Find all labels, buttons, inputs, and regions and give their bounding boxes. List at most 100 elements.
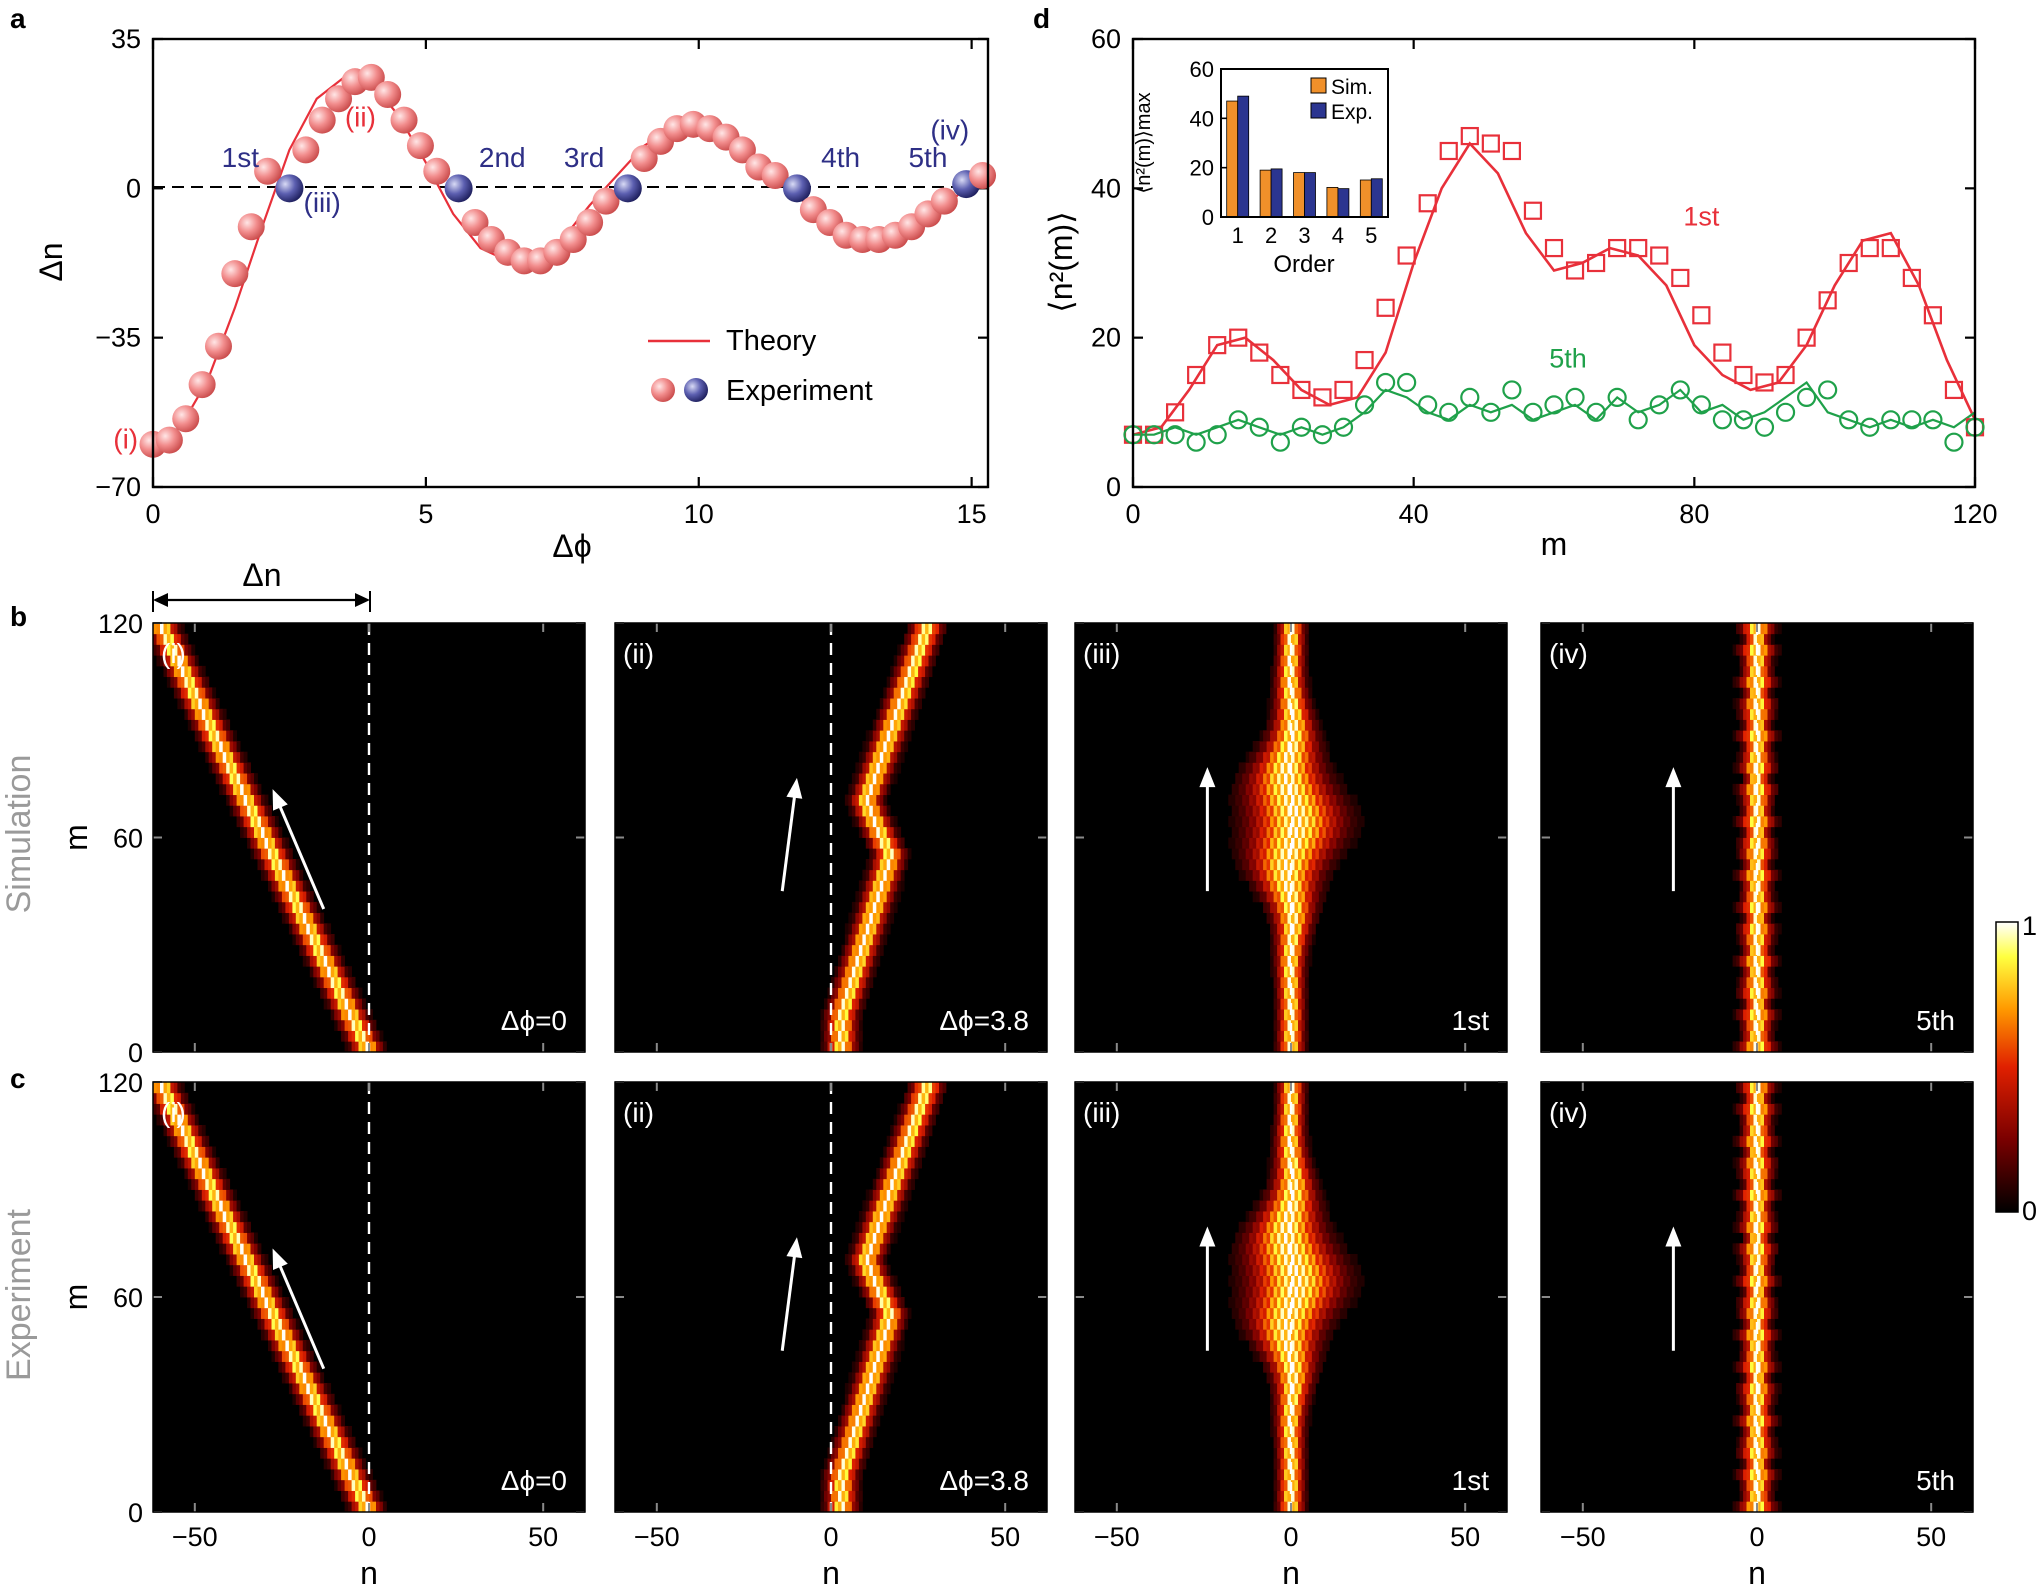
heatmap-cell bbox=[855, 762, 860, 774]
heatmap-cell bbox=[1256, 1232, 1261, 1244]
heatmap-cell bbox=[355, 1041, 359, 1053]
heatmap-cell bbox=[261, 1297, 265, 1309]
heatmap-cell bbox=[1760, 1103, 1765, 1115]
heatmap-cell bbox=[824, 1458, 828, 1470]
heatmap-cell bbox=[1294, 966, 1299, 978]
heatmap-cell bbox=[1750, 1275, 1754, 1287]
heatmap-cell bbox=[1273, 848, 1278, 860]
heatmap-cell bbox=[890, 1135, 895, 1147]
heatmap-cell bbox=[855, 1232, 860, 1244]
direction-arrow-head bbox=[1199, 767, 1216, 788]
heatmap-cell bbox=[844, 998, 849, 1010]
heatmap-cell bbox=[1339, 1264, 1344, 1276]
heatmap-cell bbox=[313, 1426, 318, 1438]
heatmap-cell bbox=[274, 816, 279, 828]
heatmap-cell bbox=[1270, 1264, 1274, 1276]
heatmap-cell bbox=[1315, 1211, 1320, 1223]
heatmap-cell bbox=[1750, 1146, 1754, 1158]
heatmap-cell bbox=[1770, 891, 1775, 903]
heatmap-cell bbox=[264, 1318, 269, 1330]
heatmap-cell bbox=[1315, 1254, 1320, 1266]
heatmap-cell bbox=[879, 880, 884, 892]
heatmap-cell bbox=[1753, 966, 1758, 978]
heatmap-cell bbox=[1245, 816, 1250, 828]
heatmap-cell bbox=[302, 1415, 307, 1427]
heatmap-cell bbox=[904, 655, 909, 667]
heatmap-cell bbox=[278, 880, 283, 892]
heatmap-cell bbox=[1304, 762, 1309, 774]
heatmap-cell bbox=[827, 987, 832, 999]
heatmap-cell bbox=[1774, 1041, 1779, 1053]
heatmap-cell bbox=[1753, 880, 1758, 892]
dn-arrow-label: Δn bbox=[242, 557, 281, 593]
heatmap-cell bbox=[365, 1469, 370, 1481]
heatmap-cell bbox=[215, 719, 220, 731]
heatmap-cell bbox=[1318, 848, 1323, 860]
heatmap-cell bbox=[935, 1103, 940, 1115]
heatmap-cell bbox=[1757, 623, 1761, 635]
heatmap-cell bbox=[914, 676, 919, 688]
heatmap-cell bbox=[838, 1479, 842, 1491]
heatmap-cell bbox=[316, 976, 321, 989]
square-marker bbox=[1502, 141, 1522, 161]
heatmap-cell bbox=[1304, 955, 1309, 967]
heatmap-cell bbox=[1311, 730, 1316, 742]
x-tick-label: 5 bbox=[418, 499, 433, 529]
heatmap-cells bbox=[1732, 1082, 1782, 1513]
heatmap-cell bbox=[337, 1415, 342, 1427]
heatmap-cell bbox=[855, 1469, 860, 1481]
heatmap-cell bbox=[886, 816, 891, 828]
heatmap-cell bbox=[1301, 816, 1306, 828]
heatmap-cell bbox=[261, 826, 265, 838]
heatmap-cell bbox=[851, 1372, 856, 1384]
heatmap-cell bbox=[1767, 1501, 1772, 1513]
heatmap-cell bbox=[886, 837, 891, 849]
heatmap-cell bbox=[1298, 1469, 1302, 1481]
heatmap-cell bbox=[1304, 1404, 1309, 1416]
heatmap-cell bbox=[219, 1221, 224, 1233]
heatmap-cell bbox=[358, 1019, 363, 1031]
heatmap-cell bbox=[872, 1329, 877, 1341]
heatmap-cell bbox=[1308, 837, 1313, 849]
heatmap-cell bbox=[1774, 1350, 1779, 1362]
heatmap-cell bbox=[1301, 655, 1306, 667]
heatmap-cell bbox=[1753, 1383, 1758, 1395]
heatmap-cell bbox=[1273, 1501, 1278, 1513]
heatmap-cell bbox=[229, 1232, 234, 1244]
heatmap-cell bbox=[177, 623, 182, 635]
circle-marker bbox=[1418, 395, 1438, 415]
heatmap-cell bbox=[1764, 848, 1768, 860]
heatmap-cell bbox=[1777, 1361, 1782, 1373]
heatmap-cell bbox=[369, 1501, 373, 1513]
heatmap-cell bbox=[1767, 891, 1772, 903]
heatmap-cell bbox=[1277, 1275, 1281, 1287]
heatmap-cell bbox=[229, 1264, 234, 1276]
heatmap-cell bbox=[313, 901, 318, 914]
heatmap-cell bbox=[1294, 1350, 1299, 1362]
heatmap-cell bbox=[1739, 1275, 1744, 1287]
heatmap-cell bbox=[1753, 1178, 1758, 1190]
heatmap-cell bbox=[1315, 1178, 1320, 1190]
heatmap-cell bbox=[254, 805, 258, 817]
heatmap-cell bbox=[1774, 848, 1779, 860]
heatmap-cell bbox=[1750, 880, 1754, 892]
heatmap-cell bbox=[1770, 1426, 1775, 1438]
heatmap-cell bbox=[1301, 1041, 1306, 1053]
heatmap-cell bbox=[166, 676, 171, 688]
heatmap-cell bbox=[1291, 1340, 1295, 1352]
heatmap-cell bbox=[1291, 1232, 1295, 1244]
heatmap-cell bbox=[876, 762, 881, 774]
heatmap-cell bbox=[900, 676, 905, 688]
heatmap-cell bbox=[855, 783, 860, 796]
heatmap-cell bbox=[865, 987, 870, 999]
heatmap-cell bbox=[1746, 708, 1751, 720]
heatmap-cell bbox=[236, 762, 241, 774]
heatmap-cell bbox=[1346, 1297, 1351, 1309]
heatmap-cell bbox=[858, 751, 863, 763]
heatmap-cell bbox=[890, 676, 895, 688]
heatmap-cell bbox=[1280, 1329, 1285, 1341]
heatmap-cell bbox=[883, 1372, 888, 1384]
heatmap-cell bbox=[911, 1157, 915, 1169]
heatmap-cell bbox=[883, 1254, 888, 1266]
y-tick-label: 0 bbox=[1106, 472, 1121, 502]
